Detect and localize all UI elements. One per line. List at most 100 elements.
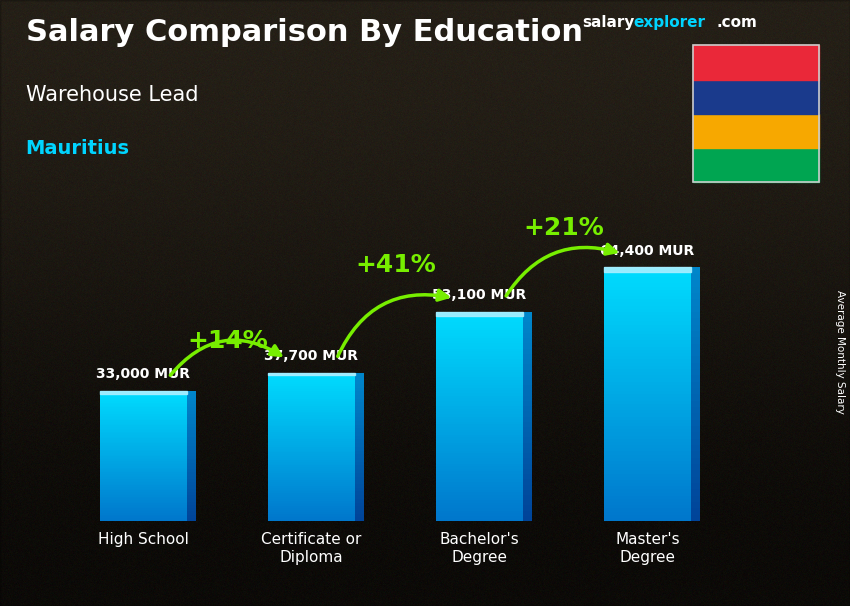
Bar: [187, 456, 196, 459]
Bar: [268, 473, 355, 474]
Bar: [268, 462, 355, 464]
Bar: [604, 454, 691, 458]
Bar: [187, 427, 196, 430]
Bar: [691, 280, 700, 287]
Bar: [523, 354, 532, 359]
Bar: [355, 410, 365, 413]
Bar: [604, 464, 691, 467]
Bar: [604, 477, 691, 480]
Bar: [268, 376, 355, 378]
Bar: [187, 447, 196, 450]
Bar: [436, 406, 523, 408]
Bar: [99, 453, 187, 454]
Bar: [355, 428, 365, 432]
Bar: [436, 388, 523, 390]
Bar: [355, 491, 365, 495]
Bar: [691, 464, 700, 470]
Bar: [187, 430, 196, 433]
Bar: [99, 500, 187, 502]
Bar: [604, 429, 691, 432]
Bar: [523, 416, 532, 422]
Bar: [436, 440, 523, 443]
Bar: [187, 485, 196, 488]
Bar: [604, 315, 691, 318]
Bar: [604, 395, 691, 398]
Bar: [523, 333, 532, 338]
Bar: [187, 462, 196, 466]
Bar: [268, 465, 355, 467]
Bar: [187, 450, 196, 453]
Bar: [99, 442, 187, 443]
Bar: [523, 422, 532, 427]
Bar: [268, 382, 355, 384]
Bar: [187, 479, 196, 482]
Bar: [99, 391, 187, 393]
Bar: [99, 456, 187, 458]
Bar: [604, 458, 691, 461]
Bar: [436, 461, 523, 464]
Bar: [355, 376, 365, 380]
Bar: [99, 518, 187, 519]
Bar: [355, 406, 365, 410]
Bar: [523, 448, 532, 453]
Bar: [99, 482, 187, 484]
Bar: [268, 512, 355, 514]
Bar: [99, 438, 187, 440]
Bar: [604, 287, 691, 290]
Bar: [691, 413, 700, 420]
Bar: [523, 390, 532, 396]
Bar: [436, 416, 523, 419]
Bar: [99, 425, 187, 427]
Bar: [187, 401, 196, 404]
Bar: [604, 267, 691, 272]
Bar: [436, 328, 523, 330]
Bar: [99, 476, 187, 478]
Bar: [99, 478, 187, 479]
Bar: [355, 387, 365, 391]
Bar: [693, 148, 819, 182]
Bar: [436, 466, 523, 469]
Bar: [436, 390, 523, 393]
Bar: [99, 411, 187, 412]
Bar: [99, 495, 187, 497]
Bar: [523, 380, 532, 385]
Bar: [436, 351, 523, 354]
Bar: [604, 486, 691, 490]
Text: 33,000 MUR: 33,000 MUR: [96, 367, 190, 381]
Bar: [436, 432, 523, 435]
Bar: [523, 464, 532, 469]
Bar: [691, 382, 700, 388]
Bar: [268, 482, 355, 484]
Bar: [523, 385, 532, 390]
Bar: [187, 453, 196, 456]
Bar: [436, 398, 523, 401]
Bar: [604, 391, 691, 395]
Bar: [268, 471, 355, 473]
Text: 64,400 MUR: 64,400 MUR: [600, 244, 694, 258]
Bar: [604, 318, 691, 321]
Bar: [691, 388, 700, 395]
Bar: [99, 492, 187, 493]
Bar: [436, 370, 523, 372]
Bar: [604, 518, 691, 521]
Bar: [523, 453, 532, 458]
Bar: [99, 391, 187, 393]
Bar: [523, 406, 532, 411]
Bar: [604, 274, 691, 277]
Bar: [436, 320, 523, 322]
Bar: [99, 519, 187, 521]
Bar: [604, 451, 691, 454]
Bar: [268, 493, 355, 495]
Bar: [268, 518, 355, 519]
Bar: [268, 441, 355, 443]
Bar: [604, 439, 691, 442]
Bar: [604, 290, 691, 293]
Bar: [604, 293, 691, 296]
Bar: [99, 481, 187, 482]
Bar: [268, 402, 355, 404]
Bar: [355, 481, 365, 484]
Bar: [604, 461, 691, 464]
Bar: [691, 344, 700, 350]
Bar: [268, 421, 355, 423]
Bar: [604, 480, 691, 483]
